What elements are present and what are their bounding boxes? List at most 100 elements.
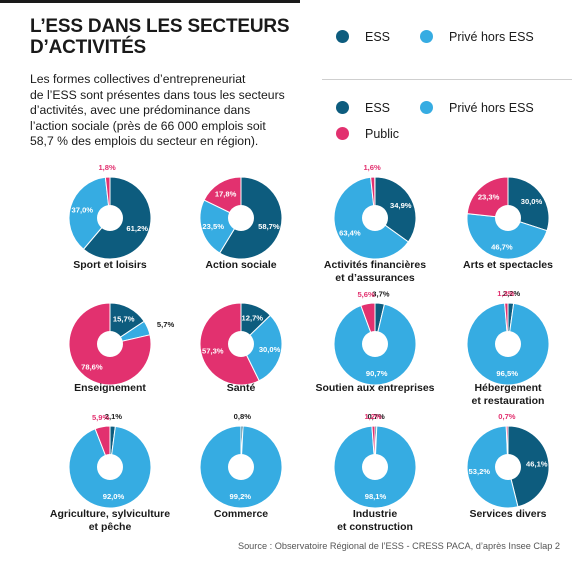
label-ess: 34,9% <box>390 201 412 210</box>
sector-name-line: Services divers <box>469 508 546 520</box>
slice-prive-hors-ess <box>466 425 519 509</box>
intro-line-5: 58,7 % des emplois du secteur en région)… <box>30 134 259 148</box>
legend-main-prive: Privé hors ESS <box>420 101 534 119</box>
sector-name-line: et d’assurances <box>335 272 415 284</box>
sector-name-line: Action sociale <box>205 259 276 271</box>
slice-prive-hors-ess <box>68 176 111 250</box>
sector-name-line: Agriculture, sylviculture <box>50 508 170 520</box>
legend-prive-swatch-icon <box>420 101 433 115</box>
sector-name-line: Enseignement <box>74 382 146 394</box>
label-ess: 2,2% <box>503 289 521 298</box>
intro-line-3: d’activités, avec une prédominance dans <box>30 103 251 117</box>
label-ess: 3,7% <box>372 289 390 298</box>
intro-line-4: l’action sociale (près de 66 000 emplois… <box>30 118 266 133</box>
label-prive-hors-ess: 63,4% <box>339 229 361 238</box>
donut-hole <box>97 454 123 480</box>
sector-name-line: Sport et loisirs <box>73 259 147 271</box>
legend-public-swatch-icon <box>336 127 349 141</box>
slice-prive-hors-ess <box>466 213 548 260</box>
sector-name-line: et pêche <box>89 521 132 533</box>
top-rule <box>0 0 300 3</box>
slice-ess <box>507 425 550 508</box>
title-line-1: L’ESS DANS LES SECTEURS <box>30 16 290 37</box>
donut-sport-et-loisirs: 61,2% 37,0% 1,8% Sport et loisirs <box>68 163 152 271</box>
label-public: 5,6% <box>357 290 375 299</box>
intro-text: Les formes collectives d’entrepreneuriat… <box>30 72 320 150</box>
source-note: Source : Observatoire Régional de l’ESS … <box>237 541 560 551</box>
label-ess: 12,7% <box>242 313 264 322</box>
legend-separator <box>322 79 572 80</box>
legend-main-public: Public <box>336 127 399 145</box>
label-prive-hors-ess: 96,5% <box>496 369 518 378</box>
slice-public <box>466 176 509 219</box>
label-public: 0,7% <box>498 412 516 421</box>
donut-enseignement: 15,7% 5,7% 78,6% Enseignement <box>68 302 175 394</box>
label-ess: 0,7% <box>367 412 385 421</box>
legend-ess-label: ESS <box>365 101 391 115</box>
legend-main-ess: ESS <box>336 101 390 119</box>
sector-name-line: et construction <box>337 521 413 533</box>
donut-agriculture-sylviculture-et-peche: 2,1% 92,0% 5,9% Agriculture, sylvicultureet… <box>50 412 170 533</box>
label-ess: 58,7% <box>258 222 280 231</box>
label-public: 1,3% <box>497 289 515 298</box>
donut-action-sociale: 58,7% 23,5% 17,8% Action sociale <box>199 176 283 271</box>
legend-top-ess: ESS <box>336 30 390 48</box>
label-public: 23,3% <box>478 192 500 201</box>
donut-hole <box>495 331 521 357</box>
legend-ess-swatch-icon <box>336 101 349 115</box>
slice-ess <box>374 176 417 243</box>
label-prive-hors-ess: 46,7% <box>491 242 513 251</box>
label-public: 5,9% <box>92 413 110 422</box>
donut-arts-et-spectacles: 30,0% 46,7% 23,3% Arts et spectacles <box>463 176 553 271</box>
label-prive-hors-ess: 53,2% <box>469 467 491 476</box>
sector-name-line: Arts et spectacles <box>463 259 553 271</box>
donut-commerce: 0,8% 99,2% Commerce <box>199 412 283 520</box>
donut-sante: 12,7% 30,0% 57,3% Santé <box>199 302 283 394</box>
label-prive-hors-ess: 92,0% <box>103 492 125 501</box>
donut-hole <box>362 205 388 231</box>
legend-top-prive: Privé hors ESS <box>420 30 534 48</box>
page-title: L’ESS DANS LES SECTEURS D’ACTIVITÉS <box>30 16 320 58</box>
sector-name-line: Soutien aux entreprises <box>315 382 434 394</box>
label-prive-hors-ess: 23,5% <box>202 222 224 231</box>
sector-name-line: Santé <box>227 382 256 394</box>
legend-prive-label: Privé hors ESS <box>449 101 534 115</box>
label-prive-hors-ess: 98,1% <box>365 492 387 501</box>
donut-hole <box>362 454 388 480</box>
donut-hole <box>228 205 254 231</box>
label-prive-hors-ess: 99,2% <box>230 492 252 501</box>
label-public: 17,8% <box>215 189 237 198</box>
label-ess: 46,1% <box>526 460 548 469</box>
donut-soutien-aux-entreprises: 3,7% 90,7% 5,6% Soutien aux entreprises <box>315 289 434 394</box>
label-public: 57,3% <box>202 347 224 356</box>
sector-name-line: Industrie <box>353 508 397 520</box>
title-line-2: D’ACTIVITÉS <box>30 37 147 58</box>
label-prive-hors-ess: 30,0% <box>259 345 281 354</box>
donut-hole <box>228 454 254 480</box>
intro-line-1: Les formes collectives d’entrepreneuriat <box>30 72 246 86</box>
legend-prive-swatch-icon <box>420 30 433 44</box>
donut-hole <box>97 331 123 357</box>
label-prive-hors-ess: 90,7% <box>366 369 388 378</box>
sector-name-line: et restauration <box>472 395 545 407</box>
intro-line-2: de l’ESS sont présentes dans tous les se… <box>30 87 285 102</box>
donut-hole <box>228 331 254 357</box>
label-prive-hors-ess: 37,0% <box>72 206 94 215</box>
donut-hole <box>362 331 388 357</box>
donut-hole <box>495 454 521 480</box>
legend-prive-label: Privé hors ESS <box>449 30 534 44</box>
label-prive-hors-ess: 5,7% <box>157 320 175 329</box>
label-ess: 2,1% <box>105 412 123 421</box>
label-ess: 15,7% <box>113 315 135 324</box>
label-public: 1,2% <box>364 412 382 421</box>
legend-ess-label: ESS <box>365 30 391 44</box>
label-ess: 30,0% <box>521 197 543 206</box>
donut-services-divers: 46,1% 53,2% 0,7% Services divers <box>466 412 550 520</box>
label-ess: 61,2% <box>126 224 148 233</box>
label-public: 1,8% <box>98 163 116 172</box>
label-public: 1,6% <box>363 163 381 172</box>
